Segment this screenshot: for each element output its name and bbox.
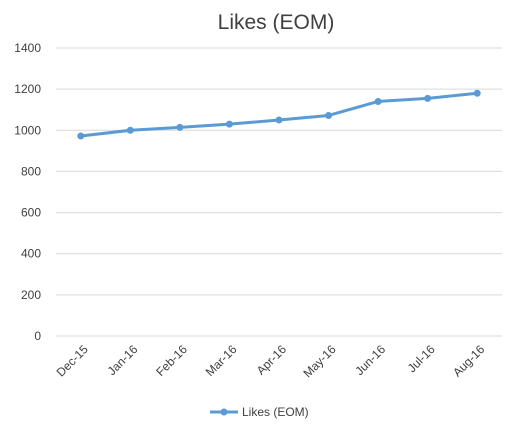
x-tick-label: Dec-15 — [54, 342, 91, 379]
x-tick-label: Apr-16 — [254, 342, 290, 378]
series-layer — [77, 89, 481, 140]
data-point — [275, 116, 283, 124]
x-tick-label: Jan-16 — [105, 342, 141, 378]
data-point — [176, 123, 184, 131]
x-tick-label: May-16 — [300, 342, 338, 380]
data-point — [424, 94, 432, 102]
y-tick-label: 400 — [21, 247, 41, 261]
y-tick-label: 0 — [34, 329, 41, 343]
x-tick-label: Mar-16 — [203, 342, 240, 379]
y-tick-label: 200 — [21, 288, 41, 302]
data-point — [126, 126, 134, 134]
data-point — [374, 97, 382, 105]
legend: Likes (EOM) — [210, 405, 309, 419]
legend-marker-swatch — [220, 408, 228, 416]
chart-title: Likes (EOM) — [218, 11, 335, 34]
series-line — [79, 91, 479, 138]
gridlines — [56, 47, 502, 337]
y-tick-label: 1200 — [14, 82, 41, 96]
data-point — [77, 132, 85, 140]
data-point — [325, 111, 333, 119]
x-tick-label: Jul-16 — [405, 342, 438, 375]
legend-label: Likes (EOM) — [242, 405, 309, 419]
y-axis-tick-labels: 0 200 400 600 800 1000 1200 1400 — [14, 41, 41, 343]
x-tick-label: Jun-16 — [352, 342, 388, 378]
data-point — [225, 120, 233, 128]
x-tick-label: Aug-16 — [450, 342, 487, 379]
y-tick-label: 600 — [21, 206, 41, 220]
x-axis-tick-labels: Dec-15 Jan-16 Feb-16 Mar-16 Apr-16 May-16 Jun-… — [54, 342, 488, 380]
data-point — [473, 89, 481, 97]
y-tick-label: 1000 — [14, 123, 41, 137]
y-tick-label: 800 — [21, 164, 41, 178]
x-tick-label: Feb-16 — [153, 342, 190, 379]
y-tick-label: 1400 — [14, 41, 41, 55]
